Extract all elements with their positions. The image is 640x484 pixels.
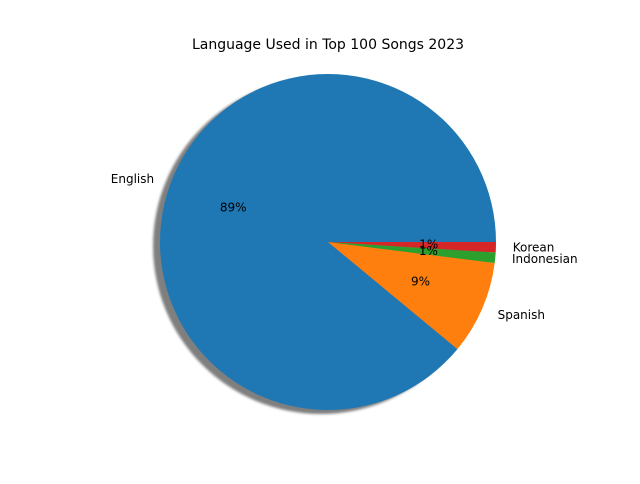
slice-percent-korean: 1% bbox=[419, 238, 438, 252]
slice-label-spanish: Spanish bbox=[498, 308, 545, 322]
slice-label-english: English bbox=[111, 172, 154, 186]
pie-slice-spanish bbox=[328, 242, 495, 350]
slice-percent-english: 89% bbox=[220, 200, 247, 214]
chart-title: Language Used in Top 100 Songs 2023 bbox=[192, 37, 464, 53]
slice-label-korean: Korean bbox=[513, 240, 555, 254]
pie-labels: English 89% Spanish 9% Indonesian 1% Korean 1% bbox=[111, 172, 578, 322]
pie-slice-indonesian bbox=[328, 242, 496, 264]
pie-slice-korean bbox=[328, 242, 496, 253]
pie-slices bbox=[159, 74, 496, 411]
slice-percent-spanish: 9% bbox=[411, 275, 430, 289]
slice-label-indonesian: Indonesian bbox=[512, 252, 578, 266]
slice-percent-indonesian: 1% bbox=[419, 244, 438, 258]
pie-slice-english bbox=[159, 74, 496, 411]
